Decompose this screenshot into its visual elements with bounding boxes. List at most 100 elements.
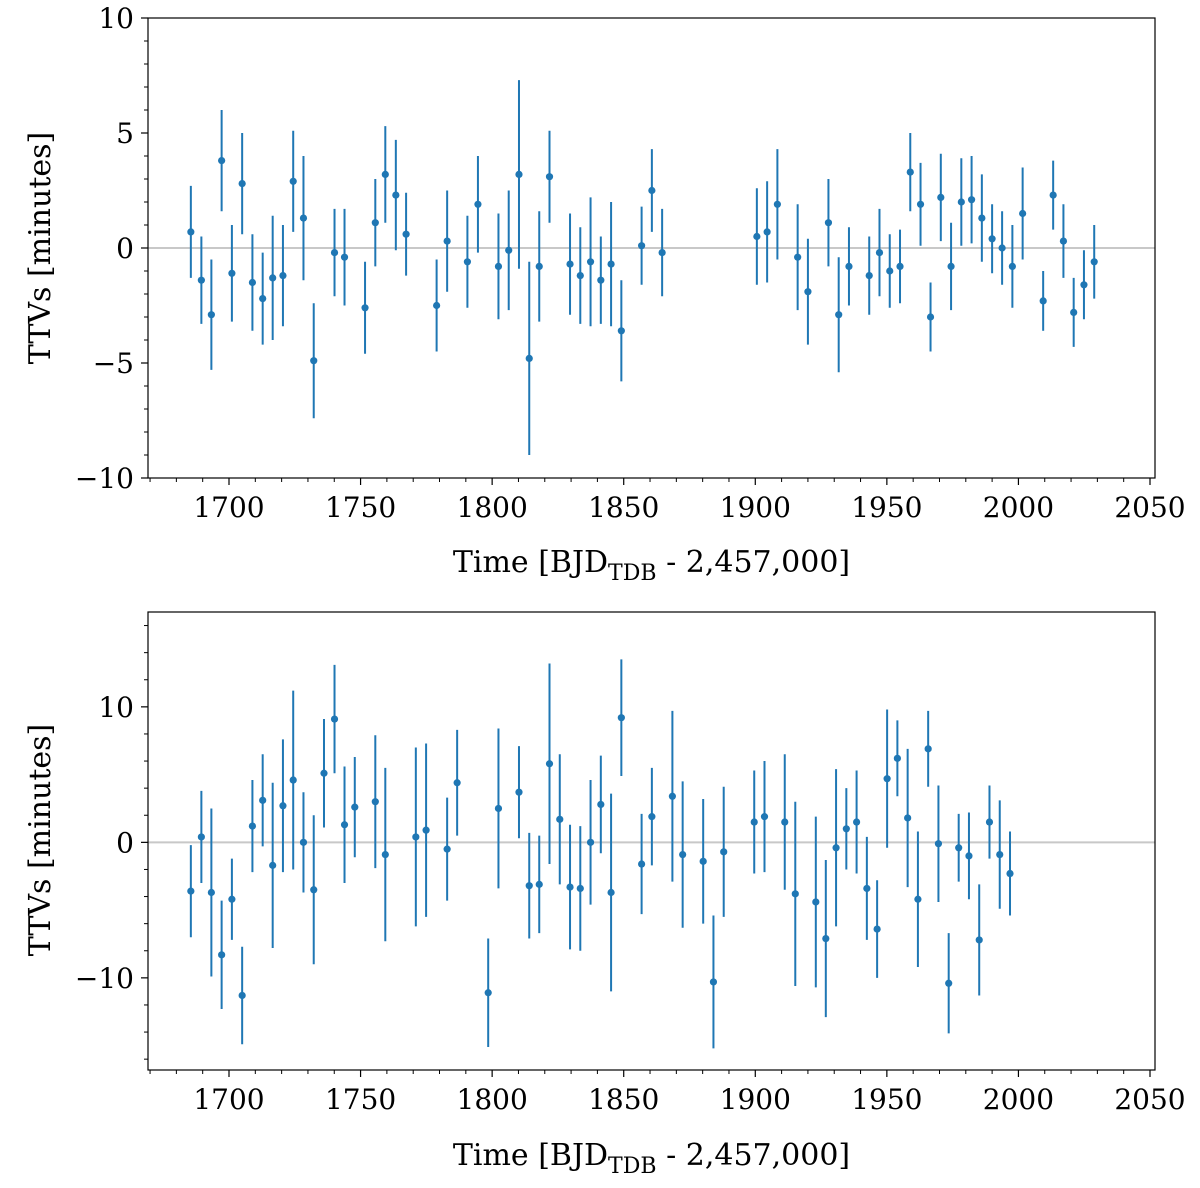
data-point bbox=[545, 173, 554, 181]
data-point bbox=[985, 818, 994, 826]
data-point bbox=[750, 818, 758, 826]
data-point bbox=[289, 177, 297, 185]
y-tick-label: −10 bbox=[75, 962, 134, 995]
data-point bbox=[896, 262, 904, 270]
data-point bbox=[1070, 308, 1078, 316]
data-point bbox=[279, 272, 287, 280]
data-point bbox=[893, 754, 901, 762]
data-point bbox=[1059, 237, 1068, 245]
data-point bbox=[720, 848, 728, 856]
data-point bbox=[535, 880, 543, 888]
x-tick-label: 1800 bbox=[457, 1083, 528, 1116]
data-point bbox=[576, 272, 584, 280]
data-point bbox=[773, 200, 781, 208]
data-point bbox=[187, 228, 195, 236]
data-point bbox=[753, 232, 761, 241]
data-point bbox=[381, 850, 389, 859]
data-point bbox=[515, 788, 523, 796]
data-point bbox=[238, 180, 246, 188]
x-tick-label: 1700 bbox=[193, 491, 264, 524]
x-tick-label: 2050 bbox=[1114, 491, 1185, 524]
y-axis-label: TTVs [minutes] bbox=[23, 132, 58, 364]
data-point bbox=[842, 825, 850, 833]
data-point bbox=[474, 200, 482, 208]
data-point bbox=[998, 244, 1006, 252]
data-point bbox=[433, 301, 441, 310]
data-point bbox=[804, 288, 812, 296]
data-point bbox=[975, 936, 983, 944]
data-point bbox=[330, 715, 339, 723]
x-tick-label: 1800 bbox=[457, 491, 528, 524]
data-point bbox=[320, 769, 328, 777]
data-point bbox=[947, 262, 955, 270]
data-point bbox=[463, 258, 472, 266]
data-point bbox=[1019, 209, 1027, 218]
data-point bbox=[299, 838, 308, 846]
data-point bbox=[505, 246, 513, 254]
data-point bbox=[248, 278, 257, 287]
y-tick-label: 10 bbox=[98, 2, 134, 35]
data-point bbox=[904, 814, 912, 822]
x-tick-label: 1950 bbox=[851, 1083, 922, 1116]
data-point bbox=[566, 883, 574, 891]
data-point bbox=[658, 249, 666, 257]
data-point bbox=[967, 196, 976, 204]
data-point bbox=[1008, 262, 1016, 270]
data-point bbox=[197, 276, 205, 284]
data-point bbox=[340, 253, 349, 261]
data-point bbox=[865, 272, 873, 280]
data-point bbox=[228, 269, 236, 277]
panel-top: 1700 1750 1800 1850 1900 1950 2000 2050 −10 −5 0 5 1… bbox=[23, 2, 1186, 586]
data-point bbox=[422, 826, 430, 834]
data-point bbox=[988, 235, 996, 243]
data-point bbox=[197, 833, 205, 841]
data-point bbox=[207, 311, 215, 319]
data-point bbox=[978, 214, 986, 222]
x-axis-label: Time [BJDTDB - 2,457,000] bbox=[453, 1138, 850, 1179]
x-tick-label: 1850 bbox=[588, 1083, 659, 1116]
data-point bbox=[381, 170, 389, 178]
data-point bbox=[852, 818, 861, 826]
data-point bbox=[845, 262, 853, 270]
data-point bbox=[453, 779, 461, 787]
x-tick-label: 2000 bbox=[983, 1083, 1054, 1116]
data-point bbox=[525, 882, 533, 890]
plot-frame bbox=[147, 611, 1156, 1071]
panel-bottom: 1700 1750 1800 1850 1900 1950 2000 2050 −10 0 10 Ti… bbox=[23, 611, 1186, 1179]
data-point bbox=[832, 844, 840, 852]
data-point bbox=[781, 818, 789, 826]
data-point bbox=[822, 934, 830, 943]
data-point bbox=[576, 884, 584, 893]
data-point bbox=[679, 850, 687, 859]
data-point bbox=[1090, 258, 1098, 266]
data-point bbox=[556, 815, 564, 823]
data-point bbox=[597, 276, 605, 284]
data-point bbox=[916, 200, 925, 208]
data-point bbox=[515, 170, 523, 178]
data-point bbox=[330, 249, 339, 257]
data-point bbox=[906, 168, 914, 176]
data-point bbox=[760, 813, 769, 821]
data-point bbox=[494, 804, 503, 813]
y-tick-label: −5 bbox=[93, 347, 134, 380]
y-tick-label: 5 bbox=[116, 117, 134, 150]
x-tick-label: 1900 bbox=[720, 1083, 791, 1116]
data-point bbox=[617, 327, 625, 335]
data-point bbox=[1080, 281, 1088, 289]
data-point bbox=[586, 258, 595, 266]
data-point bbox=[238, 991, 246, 1000]
data-point bbox=[924, 745, 932, 753]
data-point bbox=[299, 214, 308, 222]
y-tick-label: 0 bbox=[116, 232, 134, 265]
x-tick-label: 2050 bbox=[1114, 1083, 1185, 1116]
data-point bbox=[218, 951, 226, 959]
y-tick-label: −10 bbox=[75, 462, 134, 495]
data-point bbox=[412, 833, 420, 841]
data-point bbox=[494, 262, 503, 270]
data-point bbox=[310, 886, 318, 894]
data-point bbox=[699, 857, 707, 865]
data-point bbox=[259, 796, 267, 804]
data-point bbox=[607, 260, 615, 268]
data-point bbox=[361, 304, 369, 312]
